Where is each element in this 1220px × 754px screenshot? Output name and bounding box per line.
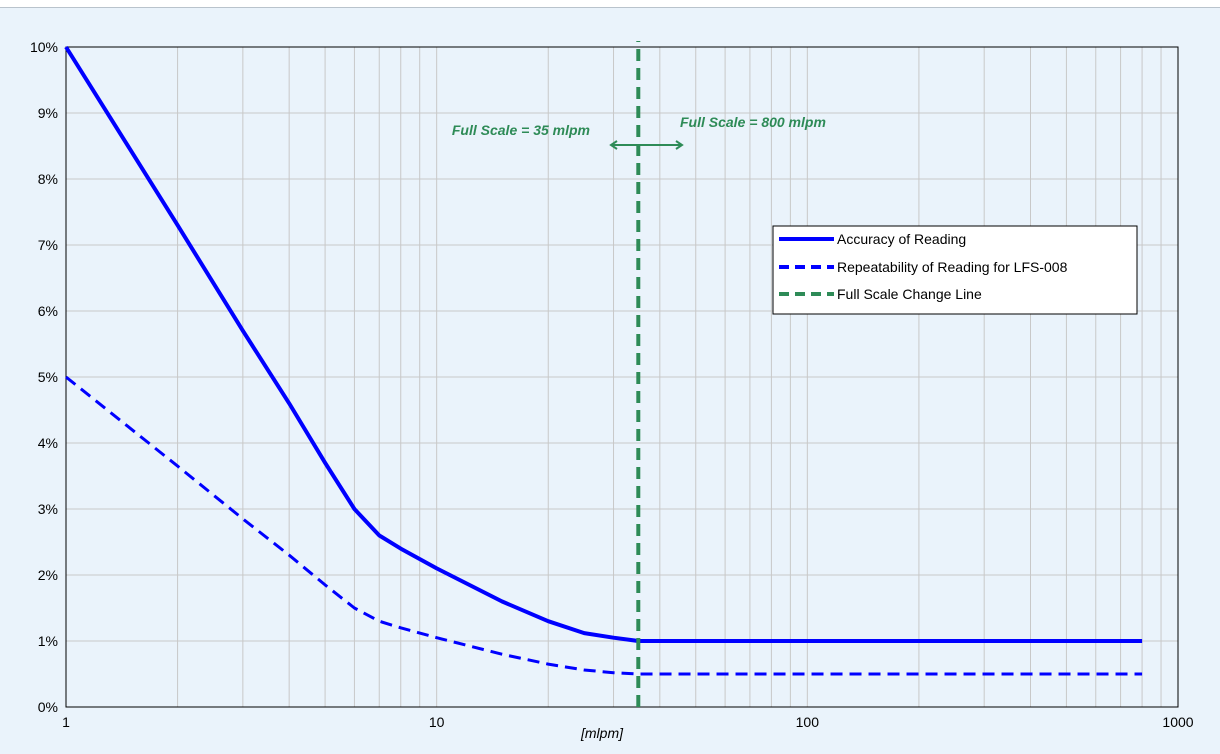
y-tick-label: 3% [38,501,58,517]
y-tick-label: 5% [38,369,58,385]
legend-label-accuracy: Accuracy of Reading [837,231,966,247]
chart-svg: 0% 1% 2% 3% 4% 5% 6% 7% 8% 9% 10% 1 10 100 1000 [mlpm… [30,39,1194,741]
annotation-full-scale-800: Full Scale = 800 mlpm [680,114,826,130]
y-tick-label: 8% [38,171,58,187]
y-tick-label: 2% [38,567,58,583]
y-tick-label: 10% [30,39,58,55]
y-tick-label: 4% [38,435,58,451]
x-tick-label: 100 [796,714,820,730]
full-scale-arrow [609,140,684,150]
x-tick-label: 1 [62,714,70,730]
y-tick-label: 6% [38,303,58,319]
y-tick-label: 9% [38,105,58,121]
y-tick-labels: 0% 1% 2% 3% 4% 5% 6% 7% 8% 9% 10% [30,39,58,715]
series-layer [64,41,1143,707]
x-tick-label: 1000 [1162,714,1193,730]
annotations: Full Scale = 35 mlpm Full Scale = 800 ml… [452,114,826,150]
legend-label-repeatability: Repeatability of Reading for LFS-008 [837,259,1068,275]
chart-area: 0% 1% 2% 3% 4% 5% 6% 7% 8% 9% 10% 1 10 100 1000 [mlpm… [0,7,1220,754]
x-tick-labels: 1 10 100 1000 [62,714,1194,730]
series-line-repeatability [65,375,1143,676]
annotation-full-scale-35: Full Scale = 35 mlpm [452,122,590,138]
y-tick-label: 0% [38,699,58,715]
series-line-accuracy [64,45,1143,643]
y-tick-label: 7% [38,237,58,253]
x-tick-label: 10 [429,714,445,730]
y-tick-label: 1% [38,633,58,649]
legend: Accuracy of Reading Repeatability of Rea… [772,225,1138,315]
legend-label-change-line: Full Scale Change Line [837,286,982,302]
x-axis-label: [mlpm] [580,725,624,741]
